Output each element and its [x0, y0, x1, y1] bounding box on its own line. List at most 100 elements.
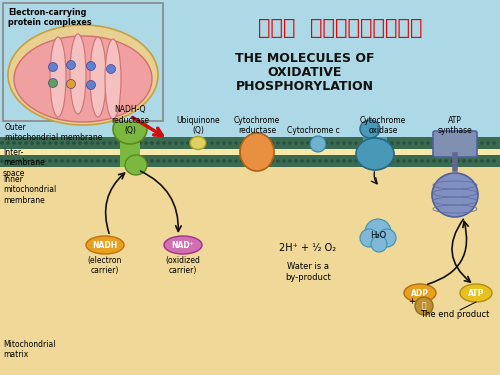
Bar — [247, 137, 267, 161]
Circle shape — [312, 141, 316, 145]
Circle shape — [246, 141, 250, 145]
Circle shape — [318, 141, 322, 145]
Circle shape — [198, 141, 202, 145]
Circle shape — [354, 141, 358, 145]
Circle shape — [144, 159, 148, 163]
Circle shape — [102, 159, 106, 163]
Circle shape — [24, 159, 28, 163]
Circle shape — [480, 159, 484, 163]
Circle shape — [300, 141, 304, 145]
Circle shape — [390, 159, 394, 163]
Circle shape — [336, 159, 340, 163]
Circle shape — [252, 159, 256, 163]
Circle shape — [204, 159, 208, 163]
Circle shape — [318, 159, 322, 163]
Text: Water is a
by-product: Water is a by-product — [285, 262, 331, 282]
Circle shape — [186, 141, 190, 145]
Circle shape — [234, 141, 238, 145]
Circle shape — [330, 159, 334, 163]
Circle shape — [132, 141, 136, 145]
Circle shape — [420, 141, 424, 145]
Circle shape — [408, 141, 412, 145]
Circle shape — [432, 159, 436, 163]
Text: THE MOLECULES OF: THE MOLECULES OF — [236, 52, 375, 65]
Circle shape — [162, 141, 166, 145]
Circle shape — [372, 141, 376, 145]
Bar — [0, 167, 500, 375]
Circle shape — [12, 159, 16, 163]
Circle shape — [246, 159, 250, 163]
Ellipse shape — [404, 284, 436, 302]
Circle shape — [360, 141, 364, 145]
Ellipse shape — [164, 236, 202, 254]
Circle shape — [78, 159, 82, 163]
Circle shape — [48, 63, 58, 72]
Circle shape — [66, 80, 76, 88]
Circle shape — [378, 229, 396, 247]
Circle shape — [174, 141, 178, 145]
Circle shape — [156, 159, 160, 163]
Circle shape — [120, 141, 124, 145]
Circle shape — [66, 159, 70, 163]
Text: Cytochrome c: Cytochrome c — [286, 126, 340, 135]
Ellipse shape — [105, 39, 121, 119]
Circle shape — [486, 159, 490, 163]
Ellipse shape — [125, 155, 147, 175]
Ellipse shape — [360, 120, 380, 138]
Circle shape — [48, 141, 52, 145]
Circle shape — [144, 141, 148, 145]
Circle shape — [102, 141, 106, 145]
Circle shape — [462, 159, 466, 163]
Ellipse shape — [50, 37, 66, 117]
Ellipse shape — [460, 284, 492, 302]
Text: Inter-
membrane
space: Inter- membrane space — [3, 148, 45, 178]
Bar — [0, 137, 500, 149]
Circle shape — [348, 159, 352, 163]
Circle shape — [396, 159, 400, 163]
Circle shape — [216, 159, 220, 163]
Circle shape — [168, 159, 172, 163]
Circle shape — [348, 141, 352, 145]
Text: ATP
synthase: ATP synthase — [438, 116, 472, 135]
Circle shape — [474, 141, 478, 145]
Circle shape — [402, 141, 406, 145]
Circle shape — [96, 159, 100, 163]
Circle shape — [12, 141, 16, 145]
Circle shape — [60, 141, 64, 145]
Circle shape — [204, 141, 208, 145]
Circle shape — [90, 141, 94, 145]
Circle shape — [48, 78, 58, 87]
Circle shape — [390, 141, 394, 145]
Circle shape — [6, 141, 10, 145]
Circle shape — [180, 159, 184, 163]
Circle shape — [228, 159, 232, 163]
Ellipse shape — [190, 136, 206, 150]
Circle shape — [258, 141, 262, 145]
Circle shape — [371, 236, 387, 252]
Circle shape — [198, 159, 202, 163]
Circle shape — [408, 159, 412, 163]
Circle shape — [222, 141, 226, 145]
Circle shape — [480, 141, 484, 145]
Text: NADH: NADH — [92, 240, 118, 249]
Circle shape — [60, 159, 64, 163]
Circle shape — [42, 141, 46, 145]
Circle shape — [384, 141, 388, 145]
Circle shape — [36, 159, 40, 163]
Circle shape — [336, 141, 340, 145]
Circle shape — [414, 141, 418, 145]
Circle shape — [132, 159, 136, 163]
Circle shape — [30, 159, 34, 163]
Text: Outer
mitochondrial membrane: Outer mitochondrial membrane — [5, 123, 102, 142]
Text: The end product: The end product — [420, 310, 490, 319]
Circle shape — [264, 159, 268, 163]
Circle shape — [426, 159, 430, 163]
Text: 第八章  生物氧化和能量转换: 第八章 生物氧化和能量转换 — [258, 18, 422, 38]
Ellipse shape — [14, 36, 152, 122]
Circle shape — [402, 159, 406, 163]
Circle shape — [84, 159, 88, 163]
Circle shape — [468, 159, 472, 163]
Circle shape — [456, 141, 460, 145]
Circle shape — [30, 141, 34, 145]
Circle shape — [420, 159, 424, 163]
